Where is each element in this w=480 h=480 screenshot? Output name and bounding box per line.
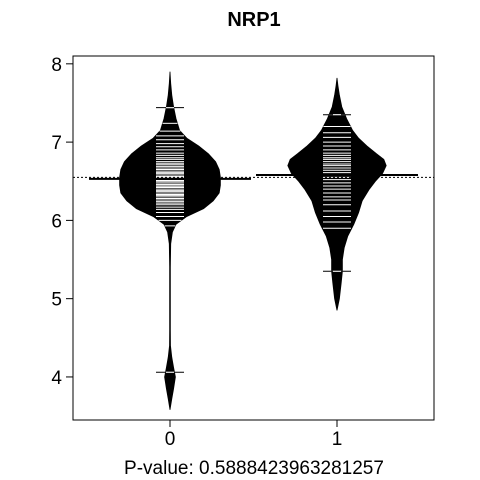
y-tick-label: 4 (51, 368, 62, 389)
y-tick-label: 6 (51, 211, 62, 232)
bean-density-1 (287, 77, 387, 311)
y-tick-label: 5 (51, 290, 62, 311)
y-axis: 4 5 6 7 8 (51, 55, 73, 389)
y-tick-label: 8 (51, 55, 62, 76)
chart-title: NRP1 (227, 9, 280, 31)
bean-0 (119, 71, 221, 410)
bean-density-0 (119, 71, 221, 410)
y-tick-label: 7 (51, 133, 62, 154)
beans-layer (119, 71, 387, 410)
x-tick-label: 1 (332, 429, 343, 450)
x-axis-label: P-value: 0.5888423963281257 (124, 458, 384, 479)
mean-lines-layer (73, 173, 434, 180)
plot-frame (72, 55, 435, 421)
x-tick-label: 0 (165, 429, 176, 450)
bean-1 (287, 77, 387, 311)
